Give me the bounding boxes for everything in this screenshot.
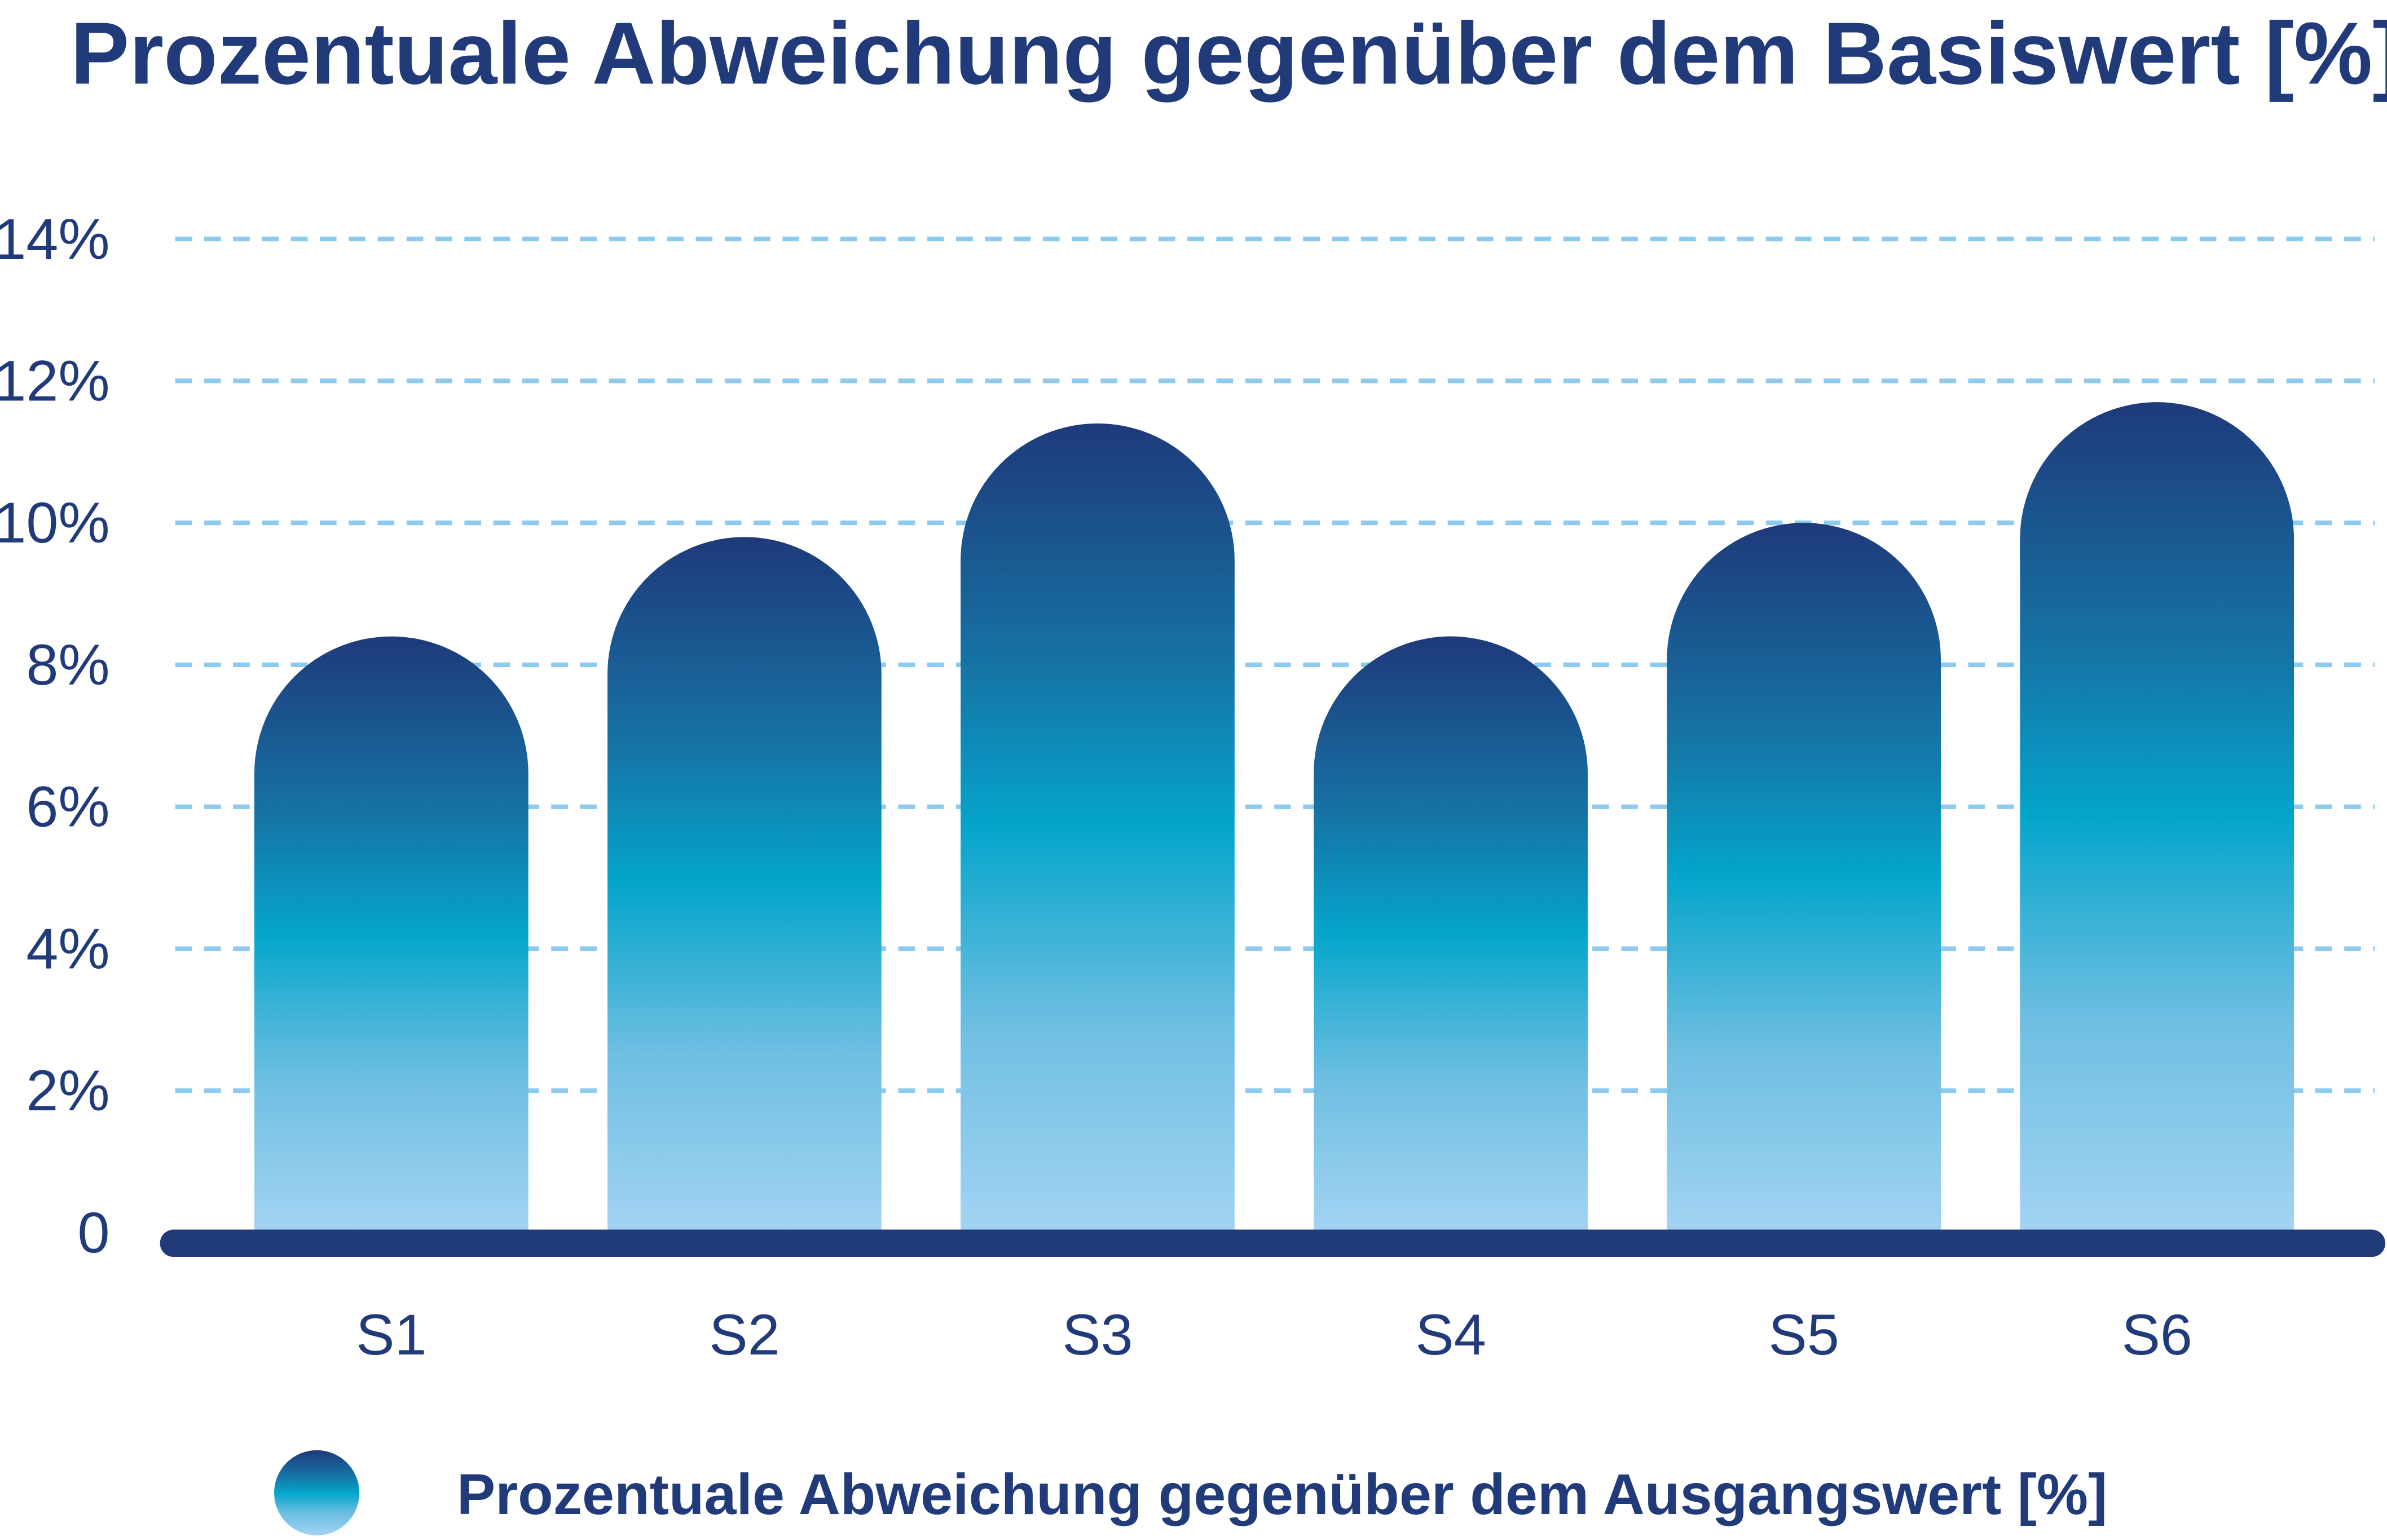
- bars: [254, 402, 2294, 1230]
- y-tick-label: 10%: [0, 490, 110, 555]
- x-tick-label: S6: [2122, 1302, 2192, 1367]
- bar-s1: [254, 636, 529, 1230]
- y-axis-ticks: 0 2% 4% 6% 8% 10% 12% 14%: [0, 206, 110, 1265]
- x-tick-label: S4: [1415, 1302, 1486, 1367]
- x-axis-ticks: S1 S2 S3 S4 S5 S6: [356, 1302, 2192, 1367]
- y-tick-label: 2%: [26, 1058, 109, 1123]
- y-tick-label: 0: [78, 1200, 110, 1265]
- bar-s6: [2020, 402, 2294, 1230]
- y-tick-label: 6%: [26, 774, 109, 839]
- x-tick-label: S2: [709, 1302, 779, 1367]
- bar-s4: [1314, 636, 1588, 1230]
- gridlines: [175, 236, 2375, 1093]
- legend-label: Prozentuale Abweichung gegenüber dem Aus…: [457, 1462, 2107, 1526]
- y-tick-label: 14%: [0, 206, 110, 271]
- x-axis-line: [160, 1229, 2386, 1257]
- bar-s5: [1667, 523, 1941, 1230]
- bar-s3: [961, 423, 1235, 1230]
- legend-swatch: [274, 1450, 360, 1535]
- y-tick-label: 8%: [26, 632, 109, 697]
- y-tick-label: 4%: [26, 916, 109, 981]
- y-tick-label: 12%: [0, 348, 110, 413]
- legend: Prozentuale Abweichung gegenüber dem Aus…: [274, 1450, 2107, 1535]
- x-tick-label: S5: [1768, 1302, 1839, 1367]
- x-tick-label: S1: [356, 1302, 426, 1367]
- x-tick-label: S3: [1062, 1302, 1133, 1367]
- bar-s2: [607, 537, 882, 1230]
- chart-title: Prozentuale Abweichung gegenüber dem Bas…: [71, 4, 2387, 103]
